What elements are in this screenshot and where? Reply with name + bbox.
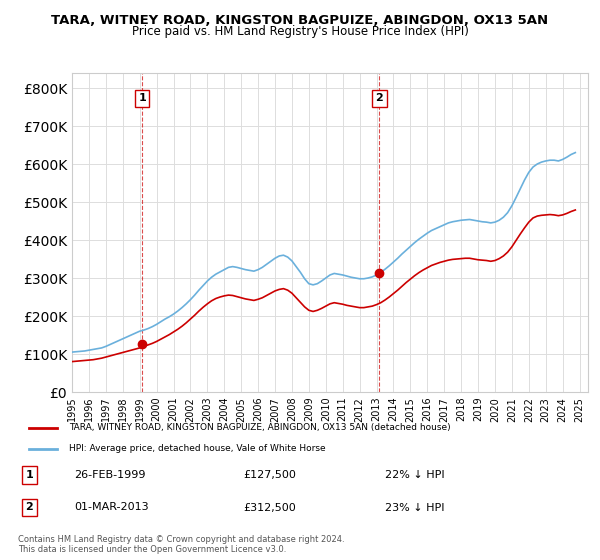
Text: Price paid vs. HM Land Registry's House Price Index (HPI): Price paid vs. HM Land Registry's House … — [131, 25, 469, 38]
Text: HPI: Average price, detached house, Vale of White Horse: HPI: Average price, detached house, Vale… — [69, 444, 325, 453]
Text: TARA, WITNEY ROAD, KINGSTON BAGPUIZE, ABINGDON, OX13 5AN: TARA, WITNEY ROAD, KINGSTON BAGPUIZE, AB… — [52, 14, 548, 27]
Text: 2: 2 — [376, 94, 383, 104]
Text: £312,500: £312,500 — [244, 502, 296, 512]
Text: 22% ↓ HPI: 22% ↓ HPI — [385, 470, 444, 480]
Text: 23% ↓ HPI: 23% ↓ HPI — [385, 502, 444, 512]
Text: 2: 2 — [25, 502, 33, 512]
Text: £127,500: £127,500 — [244, 470, 296, 480]
Text: 01-MAR-2013: 01-MAR-2013 — [74, 502, 149, 512]
Text: Contains HM Land Registry data © Crown copyright and database right 2024.
This d: Contains HM Land Registry data © Crown c… — [18, 535, 344, 554]
Text: 26-FEB-1999: 26-FEB-1999 — [74, 470, 146, 480]
Text: 1: 1 — [25, 470, 33, 480]
Text: 1: 1 — [139, 94, 146, 104]
Text: TARA, WITNEY ROAD, KINGSTON BAGPUIZE, ABINGDON, OX13 5AN (detached house): TARA, WITNEY ROAD, KINGSTON BAGPUIZE, AB… — [69, 423, 451, 432]
